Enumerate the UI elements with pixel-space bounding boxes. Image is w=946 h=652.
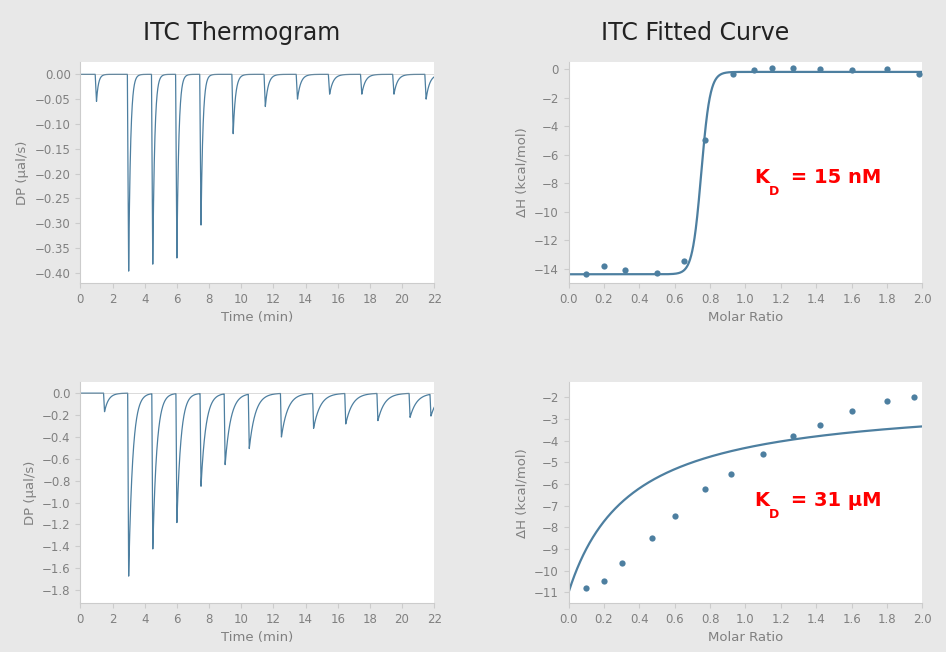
Text: D: D	[769, 185, 780, 198]
Text: K: K	[754, 168, 769, 187]
Y-axis label: ΔH (kcal/mol): ΔH (kcal/mol)	[516, 448, 529, 537]
Text: = 15 nM: = 15 nM	[784, 168, 882, 187]
X-axis label: Molar Ratio: Molar Ratio	[708, 631, 783, 644]
X-axis label: Time (min): Time (min)	[221, 631, 293, 644]
X-axis label: Molar Ratio: Molar Ratio	[708, 311, 783, 324]
Y-axis label: DP (μal/s): DP (μal/s)	[16, 140, 29, 205]
Y-axis label: DP (μal/s): DP (μal/s)	[24, 460, 37, 525]
Text: ITC Fitted Curve: ITC Fitted Curve	[602, 21, 789, 45]
Y-axis label: ΔH (kcal/mol): ΔH (kcal/mol)	[516, 128, 529, 217]
X-axis label: Time (min): Time (min)	[221, 311, 293, 324]
Text: ITC Thermogram: ITC Thermogram	[143, 21, 340, 45]
Text: D: D	[769, 508, 780, 521]
Text: = 31 μM: = 31 μM	[784, 491, 882, 510]
Text: K: K	[754, 491, 769, 510]
